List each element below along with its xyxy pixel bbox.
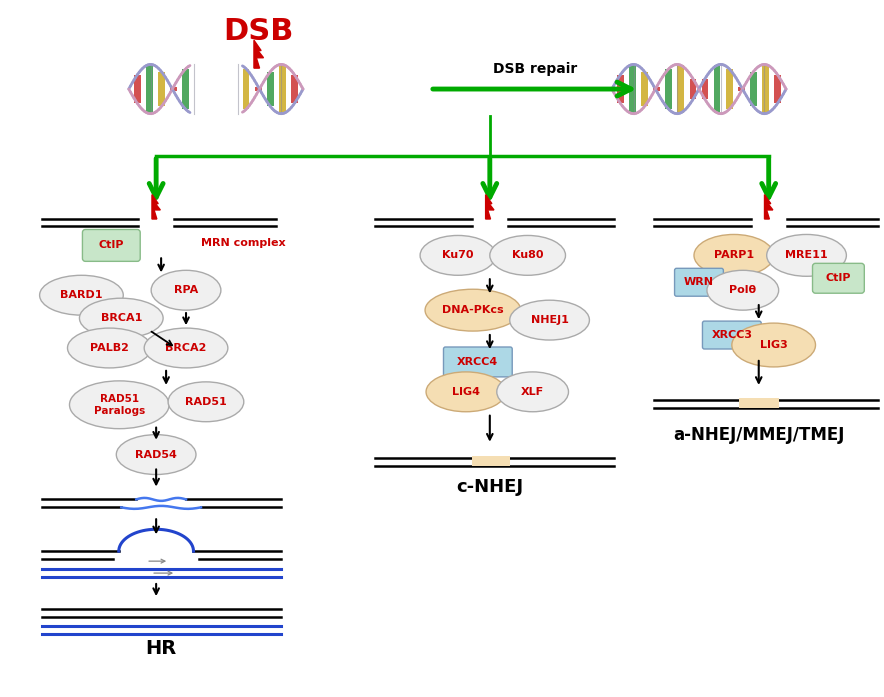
- Text: c-NHEJ: c-NHEJ: [456, 478, 523, 496]
- FancyBboxPatch shape: [242, 69, 249, 109]
- Ellipse shape: [70, 381, 169, 429]
- FancyBboxPatch shape: [158, 72, 165, 106]
- FancyBboxPatch shape: [182, 69, 189, 109]
- Text: CtIP: CtIP: [826, 273, 851, 283]
- Text: WRN: WRN: [684, 277, 714, 287]
- FancyBboxPatch shape: [171, 86, 177, 91]
- FancyBboxPatch shape: [82, 229, 141, 261]
- FancyBboxPatch shape: [617, 75, 624, 103]
- Text: Polθ: Polθ: [729, 285, 757, 296]
- Polygon shape: [152, 194, 160, 219]
- FancyBboxPatch shape: [629, 65, 636, 114]
- Text: DNA-PKcs: DNA-PKcs: [442, 305, 504, 315]
- FancyBboxPatch shape: [739, 398, 779, 408]
- FancyBboxPatch shape: [690, 79, 697, 100]
- Text: BARD1: BARD1: [60, 290, 103, 300]
- Text: DSB: DSB: [224, 17, 293, 46]
- FancyBboxPatch shape: [146, 65, 153, 114]
- FancyBboxPatch shape: [703, 321, 761, 349]
- FancyBboxPatch shape: [738, 86, 744, 91]
- Text: Ku80: Ku80: [512, 250, 544, 261]
- Ellipse shape: [40, 275, 123, 315]
- Text: PALB2: PALB2: [90, 343, 129, 353]
- Ellipse shape: [497, 372, 568, 412]
- Text: CtIP: CtIP: [99, 240, 124, 250]
- Text: Ku70: Ku70: [442, 250, 474, 261]
- Text: RAD51
Paralogs: RAD51 Paralogs: [94, 394, 145, 415]
- Ellipse shape: [67, 328, 151, 368]
- Polygon shape: [765, 194, 773, 219]
- Text: LIG3: LIG3: [759, 340, 788, 350]
- FancyBboxPatch shape: [267, 72, 274, 106]
- Text: XRCC4: XRCC4: [457, 357, 499, 367]
- Text: PARP1: PARP1: [713, 250, 754, 261]
- Polygon shape: [254, 40, 263, 68]
- Polygon shape: [485, 194, 494, 219]
- Ellipse shape: [117, 435, 196, 475]
- Text: a-NHEJ/MMEJ/TMEJ: a-NHEJ/MMEJ/TMEJ: [673, 426, 844, 444]
- Text: BRCA1: BRCA1: [101, 313, 142, 323]
- FancyBboxPatch shape: [713, 66, 720, 113]
- Text: HR: HR: [146, 639, 177, 658]
- Text: DSB repair: DSB repair: [492, 62, 576, 76]
- Ellipse shape: [707, 270, 779, 310]
- Ellipse shape: [168, 382, 244, 422]
- Ellipse shape: [425, 289, 521, 331]
- Text: MRE11: MRE11: [785, 250, 827, 261]
- Text: RPA: RPA: [174, 285, 198, 296]
- FancyBboxPatch shape: [641, 72, 648, 106]
- FancyBboxPatch shape: [472, 456, 510, 466]
- FancyBboxPatch shape: [674, 268, 723, 296]
- FancyBboxPatch shape: [255, 86, 262, 91]
- Text: NHEJ1: NHEJ1: [530, 315, 568, 325]
- FancyBboxPatch shape: [278, 65, 286, 114]
- FancyBboxPatch shape: [726, 69, 733, 109]
- FancyBboxPatch shape: [812, 263, 865, 293]
- Text: RAD51: RAD51: [185, 397, 227, 407]
- FancyBboxPatch shape: [666, 69, 672, 109]
- FancyBboxPatch shape: [702, 79, 708, 100]
- Text: LIG4: LIG4: [452, 387, 480, 397]
- Text: RAD54: RAD54: [135, 450, 177, 459]
- FancyBboxPatch shape: [677, 66, 684, 113]
- Ellipse shape: [694, 234, 774, 276]
- Ellipse shape: [732, 323, 816, 367]
- FancyBboxPatch shape: [774, 75, 781, 103]
- Text: XLF: XLF: [521, 387, 545, 397]
- Ellipse shape: [766, 234, 846, 276]
- FancyBboxPatch shape: [134, 75, 141, 103]
- Ellipse shape: [420, 236, 496, 275]
- Ellipse shape: [151, 270, 221, 310]
- FancyBboxPatch shape: [291, 75, 298, 103]
- Ellipse shape: [426, 372, 506, 412]
- FancyBboxPatch shape: [750, 72, 757, 106]
- FancyBboxPatch shape: [762, 65, 769, 114]
- Ellipse shape: [80, 298, 164, 338]
- Text: BRCA2: BRCA2: [165, 343, 207, 353]
- Text: XRCC3: XRCC3: [712, 330, 752, 340]
- Ellipse shape: [490, 236, 566, 275]
- Ellipse shape: [510, 300, 590, 340]
- FancyBboxPatch shape: [653, 86, 660, 91]
- Text: MRN complex: MRN complex: [201, 238, 286, 248]
- Ellipse shape: [144, 328, 228, 368]
- FancyBboxPatch shape: [444, 347, 512, 377]
